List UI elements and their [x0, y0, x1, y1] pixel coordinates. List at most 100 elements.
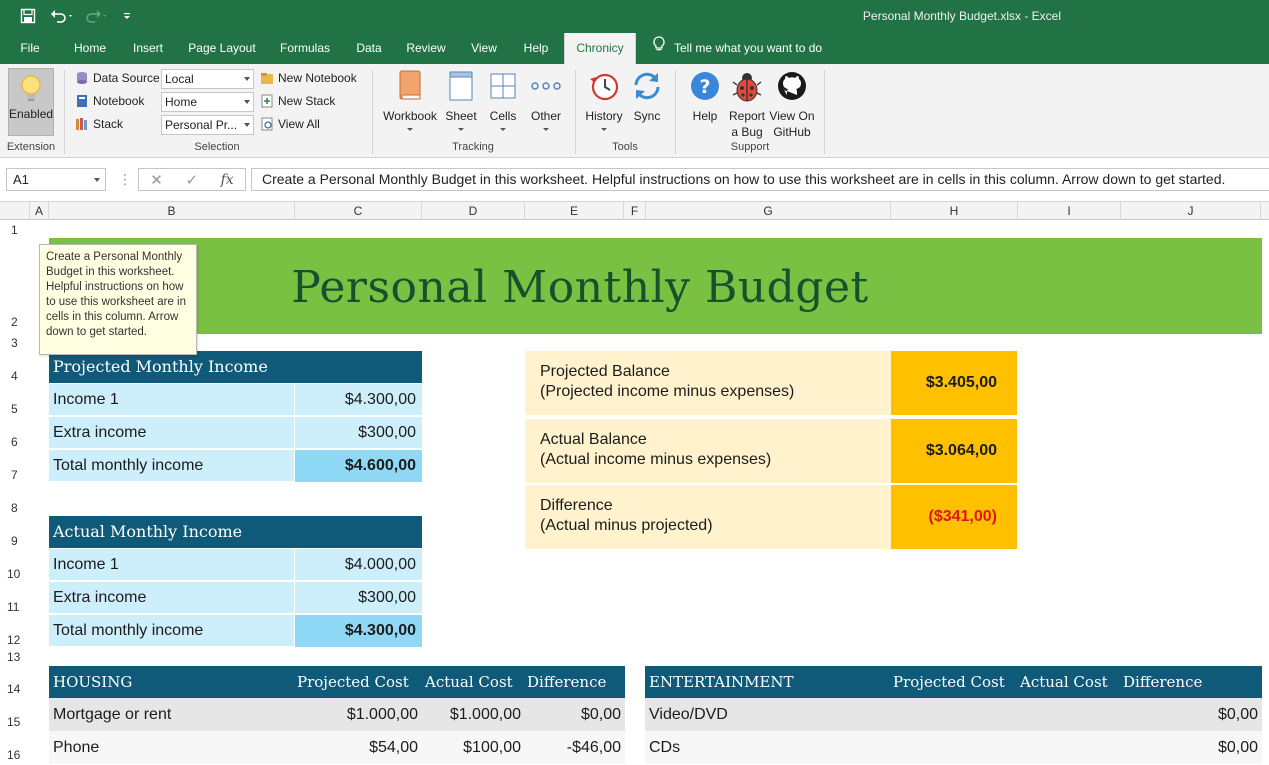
table-row-total[interactable]: Total monthly income $4.600,00: [49, 450, 422, 482]
data-source-label: Data Source: [93, 71, 160, 85]
tab-data[interactable]: Data: [356, 41, 382, 55]
data-source-value: Local: [165, 72, 194, 86]
formula-input[interactable]: Create a Personal Monthly Budget in this…: [251, 168, 1269, 191]
lightbulb-icon: [652, 33, 666, 64]
stack-icon: [75, 117, 89, 131]
cancel-icon[interactable]: ✕: [150, 171, 163, 189]
column-header[interactable]: B: [49, 202, 295, 220]
table-row-total[interactable]: Total monthly income $4.300,00: [49, 615, 422, 647]
save-icon[interactable]: [20, 6, 36, 26]
row-header[interactable]: 15: [7, 715, 21, 729]
tab-insert[interactable]: Insert: [132, 41, 163, 55]
table-row[interactable]: CDs $0,00: [645, 731, 1262, 764]
select-all-corner[interactable]: [0, 202, 30, 220]
row-header[interactable]: 11: [7, 600, 20, 614]
customize-toolbar-icon[interactable]: [122, 6, 132, 26]
actual-balance-row[interactable]: Actual Balance (Actual income minus expe…: [525, 417, 1017, 483]
row-header[interactable]: 4: [11, 369, 18, 383]
column-header[interactable]: H: [891, 202, 1018, 220]
stack-combo[interactable]: Personal Pr...: [161, 115, 254, 135]
new-stack-button[interactable]: New Stack: [260, 91, 335, 111]
book-icon: [393, 68, 427, 104]
sync-button[interactable]: Sync: [628, 68, 666, 124]
report-bug-button[interactable]: Report a Bug: [726, 68, 768, 140]
row-label: Income 1: [53, 556, 119, 573]
row-header[interactable]: 7: [11, 468, 18, 482]
row-header[interactable]: 14: [7, 682, 21, 696]
table-row[interactable]: Extra income $300,00: [49, 582, 422, 614]
redo-icon: [84, 6, 108, 26]
undo-icon[interactable]: [50, 6, 74, 26]
tab-file[interactable]: File: [20, 41, 40, 55]
row-header[interactable]: 9: [11, 534, 18, 548]
row-header[interactable]: 16: [7, 748, 21, 762]
difference-balance-row[interactable]: Difference (Actual minus projected) ($34…: [525, 483, 1017, 549]
report-bug-label-2: a Bug: [731, 125, 763, 139]
row-header[interactable]: 3: [11, 336, 18, 350]
column-header[interactable]: D: [422, 202, 525, 220]
new-stack-label: New Stack: [278, 94, 336, 108]
insert-function-icon[interactable]: fx: [220, 171, 234, 188]
tab-home[interactable]: Home: [73, 41, 106, 55]
title-banner: [49, 238, 1262, 334]
tab-review[interactable]: Review: [406, 41, 446, 55]
table-row[interactable]: Mortgage or rent $1.000,00 $1.000,00 $0,…: [49, 698, 625, 731]
cell-tooltip: Create a Personal Monthly Budget in this…: [39, 244, 197, 355]
view-all-button[interactable]: View All: [260, 114, 320, 134]
new-stack-icon: [260, 94, 274, 108]
column-header[interactable]: I: [1018, 202, 1121, 220]
value-cell: [294, 615, 422, 647]
row-header[interactable]: 6: [11, 435, 18, 449]
enabled-button[interactable]: Enabled: [8, 68, 54, 136]
tab-page-layout[interactable]: Page Layout: [188, 41, 256, 55]
chevron-down-icon: [458, 128, 464, 131]
sheet-button[interactable]: Sheet: [442, 68, 480, 131]
column-header[interactable]: J: [1121, 202, 1261, 220]
tab-formulas[interactable]: Formulas: [279, 41, 330, 55]
history-button[interactable]: History: [582, 68, 626, 131]
tab-view[interactable]: View: [471, 41, 497, 55]
column-header[interactable]: F: [624, 202, 646, 220]
enter-icon[interactable]: ✓: [185, 171, 199, 189]
tell-me-text: Tell me what you want to do: [674, 41, 823, 55]
row-header[interactable]: 2: [11, 315, 18, 329]
tab-chronicy[interactable]: Chronicy: [564, 33, 636, 64]
table-row[interactable]: Phone $54,00 $100,00 -$46,00: [49, 731, 625, 764]
data-source-combo[interactable]: Local: [161, 69, 254, 89]
row-header[interactable]: 5: [11, 402, 18, 416]
projected-balance-row[interactable]: Projected Balance (Projected income minu…: [525, 351, 1017, 415]
cells-button[interactable]: Cells: [484, 68, 522, 131]
row-header[interactable]: 8: [11, 501, 18, 515]
row-header[interactable]: 1: [11, 223, 18, 237]
table-row[interactable]: Extra income $300,00: [49, 417, 422, 449]
notebook-combo[interactable]: Home: [161, 92, 254, 112]
help-button[interactable]: ? Help: [686, 68, 724, 124]
cells-label: Cells: [489, 109, 517, 123]
tab-help[interactable]: Help: [523, 41, 549, 55]
history-label: History: [585, 109, 623, 123]
new-notebook-icon: [260, 71, 274, 85]
group-separator: [675, 70, 676, 154]
table-row[interactable]: Video/DVD $0,00: [645, 698, 1262, 731]
column-header[interactable]: C: [295, 202, 422, 220]
view-on-github-button[interactable]: View On GitHub: [768, 68, 816, 140]
ribbon-tabs: File Home Insert Page Layout Formulas Da…: [0, 33, 1269, 64]
column-header[interactable]: A: [30, 202, 49, 220]
name-box[interactable]: A1: [6, 168, 106, 191]
row-label: Income 1: [53, 391, 119, 408]
difference: $0,00: [1217, 739, 1258, 756]
other-button[interactable]: Other: [526, 68, 566, 131]
bug-icon: [730, 68, 764, 104]
row-header[interactable]: 12: [7, 633, 21, 647]
column-header[interactable]: G: [646, 202, 891, 220]
table-row[interactable]: Income 1 $4.000,00: [49, 549, 422, 581]
chevron-down-icon: [500, 128, 506, 131]
new-notebook-button[interactable]: New Notebook: [260, 68, 357, 88]
row-header[interactable]: 10: [7, 567, 21, 581]
row-header[interactable]: 13: [7, 650, 21, 664]
tell-me-box[interactable]: Tell me what you want to do: [652, 33, 822, 64]
group-separator: [575, 70, 576, 154]
column-header[interactable]: E: [525, 202, 624, 220]
workbook-button[interactable]: Workbook: [380, 68, 440, 131]
table-row[interactable]: Income 1 $4.300,00: [49, 384, 422, 416]
